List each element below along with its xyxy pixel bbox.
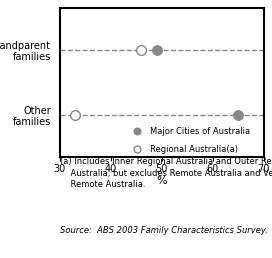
Text: Regional Australia(a): Regional Australia(a) (150, 145, 238, 154)
Text: (a) Includes Inner Regional Australia and Outer Regional
    Australia, but excl: (a) Includes Inner Regional Australia an… (60, 157, 272, 189)
Text: Major Cities of Australia: Major Cities of Australia (150, 127, 250, 136)
X-axis label: %: % (156, 176, 167, 187)
Text: Source:  ABS 2003 Family Characteristics Survey.: Source: ABS 2003 Family Characteristics … (60, 226, 268, 235)
